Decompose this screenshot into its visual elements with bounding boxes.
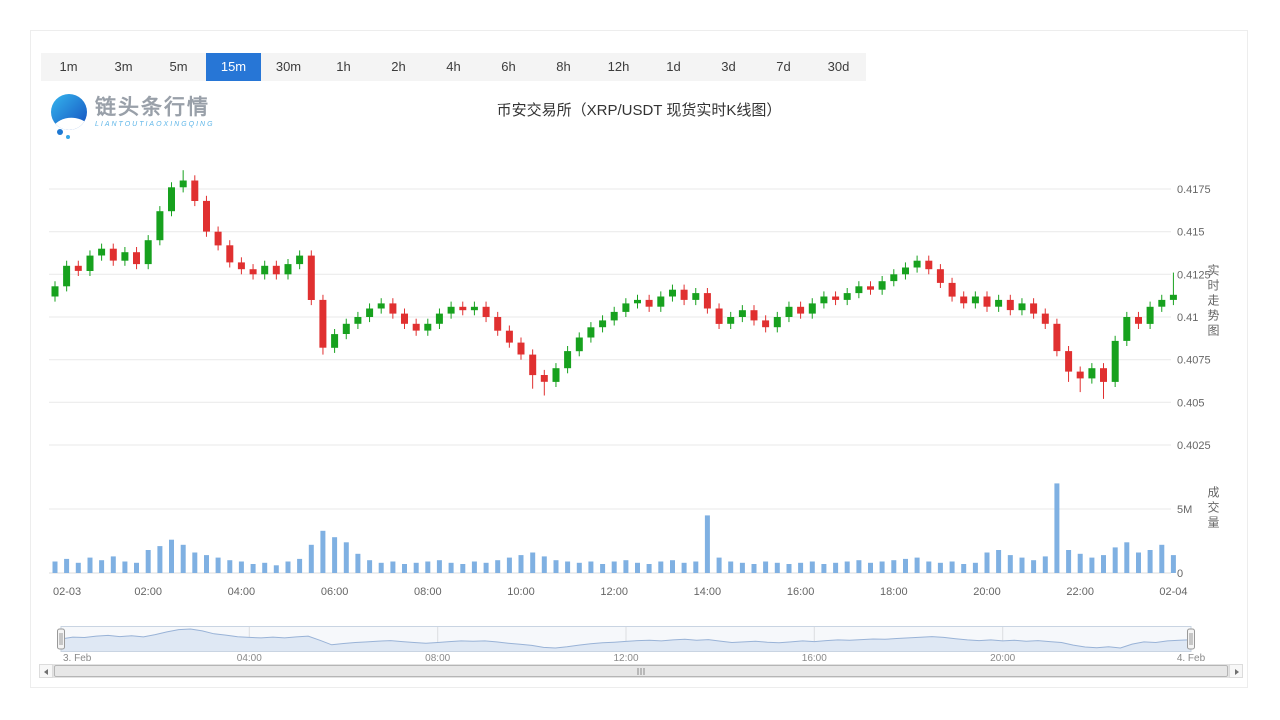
svg-text:04:00: 04:00	[237, 653, 262, 664]
svg-text:5M: 5M	[1177, 504, 1192, 516]
svg-text:0.4025: 0.4025	[1177, 440, 1211, 452]
svg-text:0.4075: 0.4075	[1177, 355, 1211, 367]
navigator[interactable]: 3. Feb 04:00 08:00 12:00 16:00 20:00 4. Feb	[41, 626, 1219, 664]
right-arrow-icon	[1235, 669, 1239, 675]
scrollbar	[39, 664, 1243, 678]
volume-series	[52, 483, 1176, 573]
timeframe-button-3d[interactable]: 3d	[721, 59, 736, 74]
svg-text:20:00: 20:00	[990, 653, 1015, 664]
logo-subtitle: LIANTOUTIAOXINGQING	[95, 121, 215, 128]
svg-text:0.4125: 0.4125	[1177, 269, 1211, 281]
svg-text:02-04: 02-04	[1159, 586, 1187, 598]
svg-text:0.415: 0.415	[1177, 227, 1205, 239]
svg-text:06:00: 06:00	[321, 586, 349, 598]
price-axis-labels: 0.4175 0.415 0.4125 0.41 0.4075 0.405 0.4025 5M…	[1177, 184, 1211, 580]
price-axis-title: 实时走势图	[1206, 264, 1220, 339]
logo: 链头条行情 LIANTOUTIAOXINGQING	[51, 91, 251, 143]
timeframe-button-8h[interactable]: 8h	[556, 59, 571, 74]
timeframe-button-2h[interactable]: 2h	[391, 59, 406, 74]
main-chart-svg[interactable]: 0.4175 0.415 0.4125 0.41 0.4075 0.405 0.4025 5M…	[41, 151, 1219, 611]
logo-dot-icon	[57, 129, 63, 135]
svg-text:18:00: 18:00	[880, 586, 908, 598]
svg-text:08:00: 08:00	[425, 653, 450, 664]
scrollbar-left-button[interactable]	[39, 664, 53, 678]
timeframe-button-1d[interactable]: 1d	[666, 59, 681, 74]
navigator-labels: 3. Feb 04:00 08:00 12:00 16:00 20:00 4. Feb	[63, 653, 1206, 664]
timeframe-button-1h[interactable]: 1h	[336, 59, 351, 74]
timeframe-button-12h[interactable]: 12h	[607, 59, 630, 74]
timeframe-bar: 1m 3m 5m 15m 30m 1h 2h 4h 6h 8h 12h 1d 3…	[41, 53, 866, 81]
timeframe-button-7d[interactable]: 7d	[776, 59, 791, 74]
svg-text:16:00: 16:00	[802, 653, 827, 664]
timeframe-button-1m[interactable]: 1m	[59, 59, 78, 74]
logo-title: 链头条行情	[95, 96, 210, 119]
timeframe-button-30d[interactable]: 30d	[827, 59, 850, 74]
svg-text:20:00: 20:00	[973, 586, 1001, 598]
kline-widget: 1m 3m 5m 15m 30m 1h 2h 4h 6h 8h 12h 1d 3…	[30, 30, 1248, 688]
logo-dot-icon	[66, 135, 70, 139]
svg-text:16:00: 16:00	[787, 586, 815, 598]
svg-text:12:00: 12:00	[600, 586, 628, 598]
candlestick-series	[51, 170, 1177, 399]
svg-text:04:00: 04:00	[228, 586, 256, 598]
timeframe-button-30m[interactable]: 30m	[275, 59, 302, 74]
page-title: 币安交易所（XRP/USDT 现货实时K线图）	[496, 102, 782, 119]
navigator-line	[60, 628, 1192, 649]
volume-axis-title: 成交量	[1206, 486, 1220, 531]
timeframe-button-3m[interactable]: 3m	[114, 59, 133, 74]
timeframe-button-5m[interactable]: 5m	[169, 59, 188, 74]
gridlines	[49, 188, 1171, 574]
navigator-mask[interactable]	[60, 626, 1192, 652]
timeframe-button-4h[interactable]: 4h	[446, 59, 461, 74]
x-axis-labels: 02-03 02:00 04:00 06:00 08:00 10:00 12:00 14:00…	[53, 586, 1187, 598]
navigator-area	[61, 629, 1191, 652]
navigator-handle-right[interactable]	[1187, 628, 1195, 650]
svg-text:08:00: 08:00	[414, 586, 442, 598]
scrollbar-grip-icon	[637, 668, 645, 675]
timeframe-button-15m[interactable]: 15m	[206, 53, 261, 81]
logo-wave-icon	[51, 94, 87, 130]
svg-text:12:00: 12:00	[613, 653, 638, 664]
svg-text:0.4175: 0.4175	[1177, 184, 1211, 196]
svg-text:0.41: 0.41	[1177, 312, 1198, 324]
svg-text:02-03: 02-03	[53, 586, 81, 598]
svg-text:02:00: 02:00	[134, 586, 162, 598]
svg-text:0.405: 0.405	[1177, 397, 1205, 409]
navigator-handle-left[interactable]	[57, 628, 65, 650]
scrollbar-track[interactable]	[53, 664, 1229, 678]
scrollbar-right-button[interactable]	[1229, 664, 1243, 678]
left-arrow-icon	[44, 669, 48, 675]
svg-text:0: 0	[1177, 568, 1183, 580]
scrollbar-thumb[interactable]	[54, 665, 1228, 677]
svg-text:4. Feb: 4. Feb	[1177, 653, 1206, 664]
timeframe-button-6h[interactable]: 6h	[501, 59, 516, 74]
svg-text:3. Feb: 3. Feb	[63, 653, 92, 664]
svg-text:22:00: 22:00	[1066, 586, 1094, 598]
svg-text:14:00: 14:00	[694, 586, 722, 598]
logo-text: 链头条行情 LIANTOUTIAOXINGQING	[95, 95, 215, 128]
svg-text:10:00: 10:00	[507, 586, 535, 598]
